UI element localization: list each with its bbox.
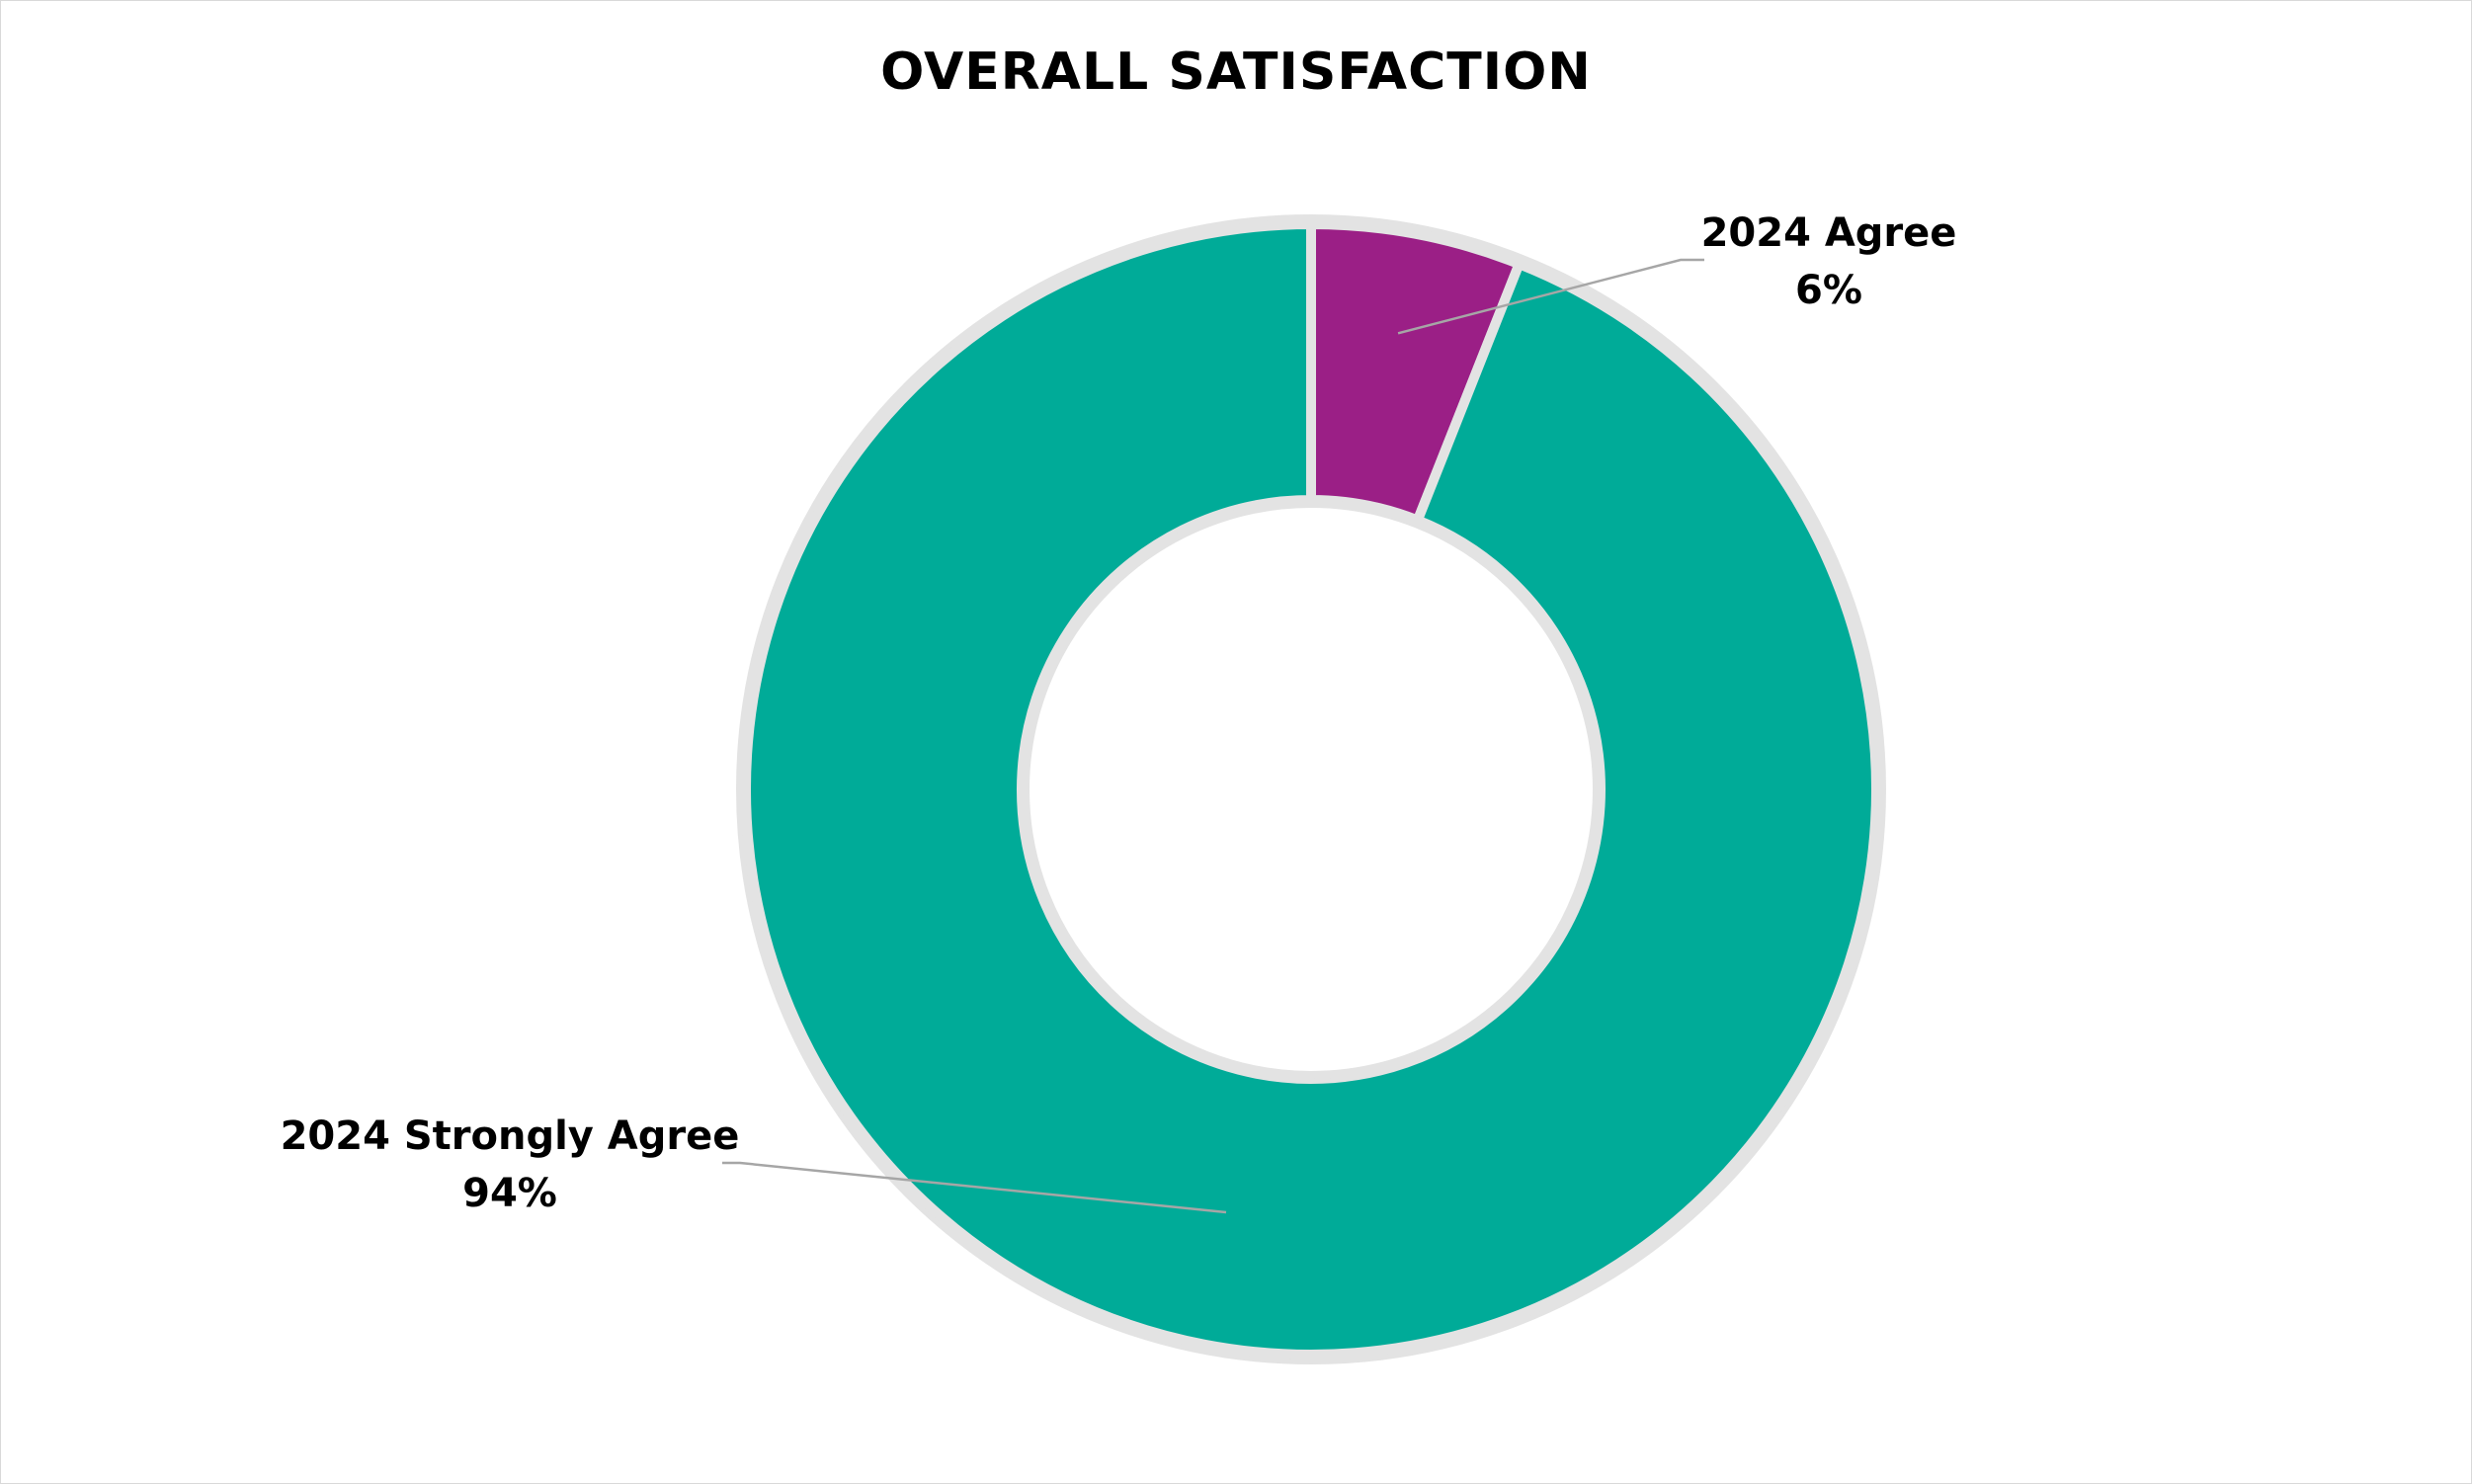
- chart-title: OVERALL SATISFACTION: [880, 42, 1592, 102]
- slices-group: [736, 214, 1886, 1364]
- donut-hole: [1022, 500, 1601, 1079]
- data-label-value-2024-strongly-agree: 94%: [462, 1171, 557, 1216]
- data-label-value-2024-agree: 6%: [1795, 268, 1862, 313]
- data-label-category-2024-agree: 2024 Agree: [1701, 210, 1957, 256]
- leader-line-2024-strongly-agree: [722, 1161, 1227, 1214]
- data-labels-group: 2024 Agree 6% 2024 Strongly Agree 94%: [281, 210, 1957, 1216]
- leader-lines-group: [722, 258, 1704, 1214]
- data-label-category-2024-strongly-agree: 2024 Strongly Agree: [281, 1113, 740, 1159]
- leader-line-2024-agree: [1397, 258, 1704, 335]
